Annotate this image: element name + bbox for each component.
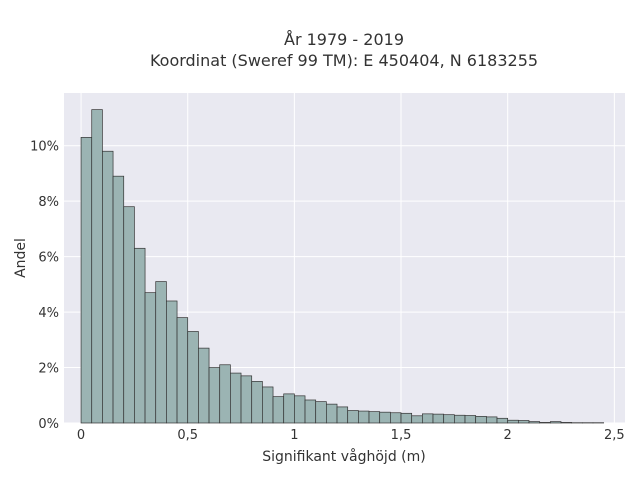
histogram-bar xyxy=(102,151,113,423)
histogram-bar xyxy=(465,416,476,423)
histogram-bar xyxy=(284,394,295,423)
histogram-bar xyxy=(156,282,167,423)
y-tick-label: 8% xyxy=(38,195,59,210)
histogram-bar xyxy=(422,414,433,423)
histogram-bar xyxy=(113,176,124,423)
histogram-bar xyxy=(540,422,551,423)
histogram-bar xyxy=(81,137,92,423)
x-tick-label: 2 xyxy=(504,428,512,443)
histogram-bar xyxy=(92,110,103,423)
histogram-bar xyxy=(294,396,305,423)
y-tick-label: 0% xyxy=(38,417,59,432)
histogram-bar xyxy=(497,418,508,423)
histogram-bar xyxy=(358,411,369,423)
x-tick-label: 0,5 xyxy=(177,428,198,443)
histogram-bar xyxy=(486,417,497,423)
histogram-bar xyxy=(145,293,156,423)
x-tick-label: 1,5 xyxy=(391,428,412,443)
histogram-bar xyxy=(177,318,188,423)
chart-title-line-2: Koordinat (Sweref 99 TM): E 450404, N 61… xyxy=(150,51,538,70)
histogram-bar xyxy=(273,397,284,423)
histogram-bar xyxy=(369,412,380,423)
histogram-bar xyxy=(348,411,359,423)
histogram-bar xyxy=(305,400,316,423)
histogram-bar xyxy=(209,368,220,423)
histogram-bar xyxy=(262,387,273,423)
histogram-bar xyxy=(166,301,177,423)
x-axis-title: Signifikant våghöjd (m) xyxy=(262,448,425,465)
histogram-bar xyxy=(412,416,423,423)
histogram-bar xyxy=(508,420,519,423)
x-tick-label: 2,5 xyxy=(604,428,625,443)
histogram-bar xyxy=(518,421,529,423)
histogram-bar xyxy=(550,422,561,423)
x-tick-labels: 0 0,5 1 1,5 2 2,5 xyxy=(77,428,625,443)
y-tick-labels: 0% 2% 4% 6% 8% 10% xyxy=(30,140,59,432)
histogram-bar xyxy=(380,412,391,423)
histogram-bar xyxy=(188,331,199,423)
y-tick-label: 6% xyxy=(38,251,59,266)
x-tick-label: 0 xyxy=(77,428,85,443)
histogram-bar xyxy=(124,207,135,423)
histogram-bar xyxy=(390,413,401,423)
histogram-bar xyxy=(134,248,145,423)
x-tick-label: 1 xyxy=(290,428,298,443)
histogram-bar xyxy=(220,365,231,423)
y-tick-label: 2% xyxy=(38,362,59,377)
histogram-bar xyxy=(529,422,540,423)
histogram-bar xyxy=(476,416,487,423)
y-tick-label: 10% xyxy=(30,140,59,155)
histogram-bar xyxy=(433,414,444,423)
histogram-bar xyxy=(561,422,572,423)
histogram-bar xyxy=(230,373,241,423)
histogram-bar xyxy=(316,402,327,423)
histogram-bar xyxy=(401,413,412,423)
y-axis-title: Andel xyxy=(13,238,29,278)
histogram-bar xyxy=(198,348,209,423)
histogram-bar xyxy=(337,407,348,423)
histogram-bar xyxy=(252,381,263,423)
histogram-bar xyxy=(326,404,337,423)
histogram-bar xyxy=(444,415,455,423)
histogram-bar xyxy=(454,415,465,423)
y-tick-label: 4% xyxy=(38,306,59,321)
histogram-bar xyxy=(241,376,252,423)
chart-title-line-1: År 1979 - 2019 xyxy=(284,30,404,49)
